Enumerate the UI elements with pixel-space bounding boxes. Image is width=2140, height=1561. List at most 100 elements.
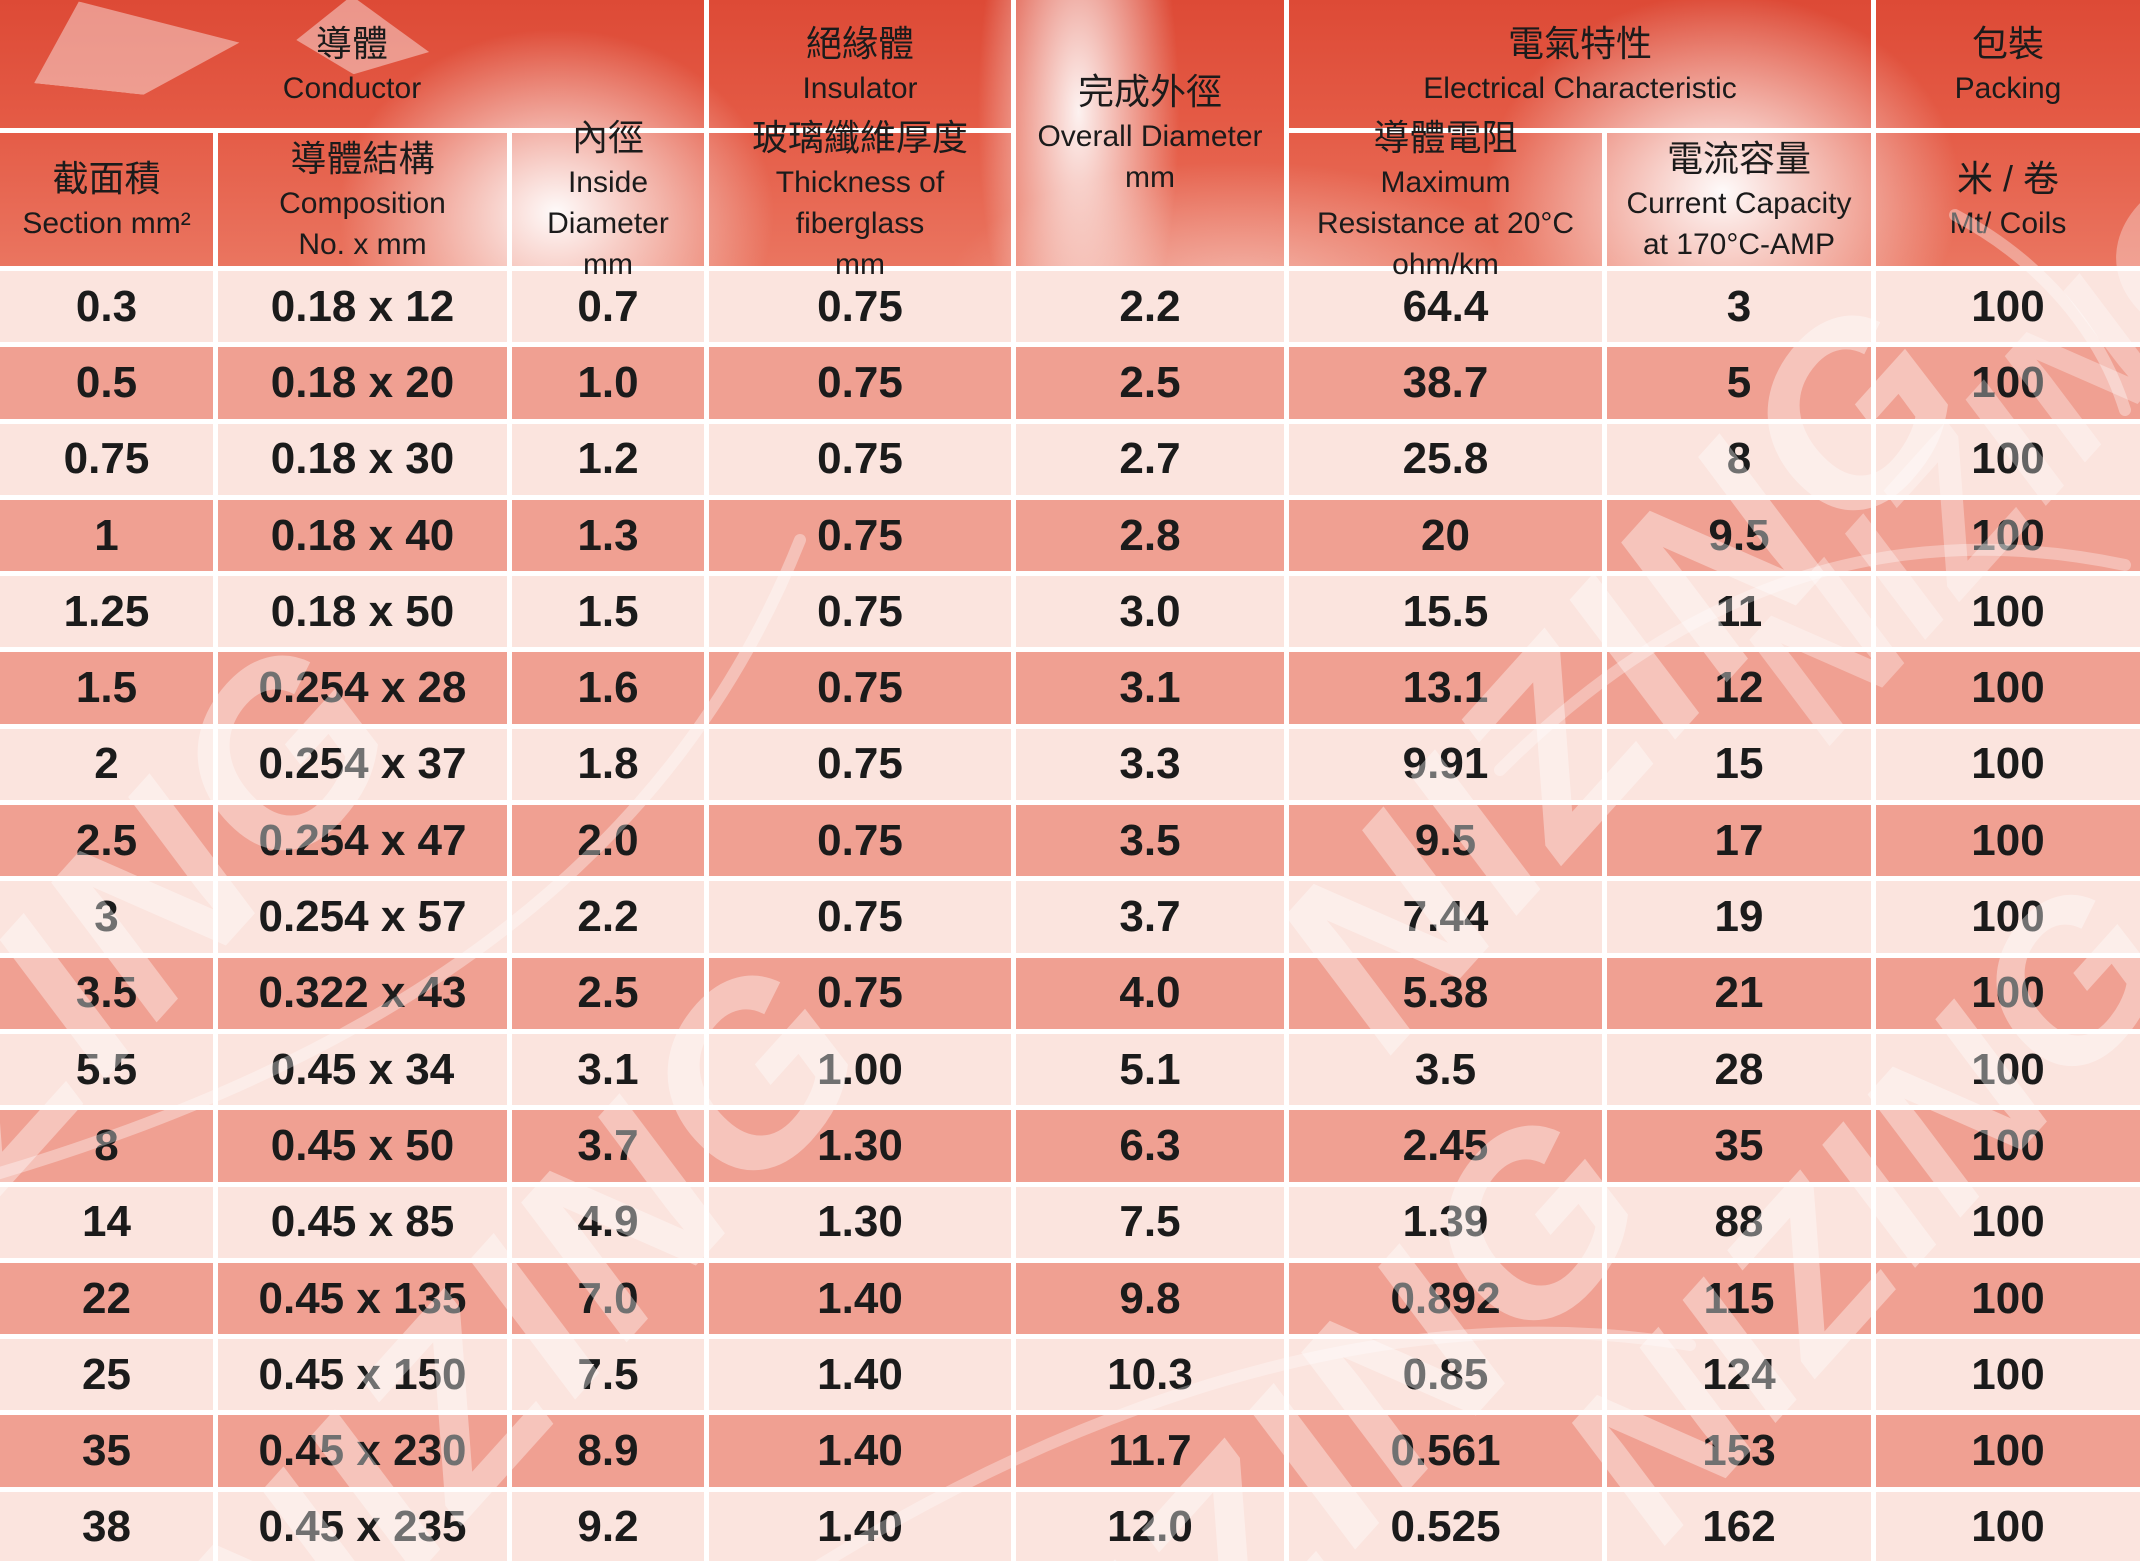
header-col-section: 截面積 Section mm² <box>0 133 218 266</box>
table-cell: 35 <box>1607 1110 1876 1182</box>
table-cell: 1.40 <box>709 1415 1016 1487</box>
table-cell: 100 <box>1876 881 2140 953</box>
table-cell: 0.45 x 34 <box>218 1033 512 1106</box>
table-header: 導體 Conductor 絕緣體 Insulator 完成外徑 Overall … <box>0 0 2140 281</box>
table-cell: 100 <box>1876 805 2140 877</box>
table-cell: 2.2 <box>1016 271 1289 343</box>
table-cell: 5.1 <box>1016 1033 1289 1106</box>
header-group-packing-en: Packing <box>1954 71 2062 105</box>
table-cell: 12 <box>1607 652 1876 724</box>
table-cell: 4.9 <box>512 1186 709 1258</box>
header-group-insulator-zh: 絕緣體 <box>805 22 914 64</box>
table-cell: 0.18 x 12 <box>218 271 512 343</box>
header-col-inside-diameter-unit: mm <box>583 248 633 281</box>
table-cell: 2.45 <box>1289 1110 1607 1182</box>
table-cell: 25 <box>0 1339 218 1411</box>
table-cell: 100 <box>1876 1491 2140 1561</box>
header-col-section-zh: 截面積 <box>52 158 161 199</box>
header-group-packing: 包裝 Packing <box>1876 0 2140 133</box>
table-cell: 0.561 <box>1289 1415 1607 1487</box>
table-cell: 3.7 <box>512 1110 709 1182</box>
table-cell: 8.9 <box>512 1415 709 1487</box>
table-cell: 0.75 <box>709 957 1016 1029</box>
table-cell: 1.40 <box>709 1262 1016 1335</box>
table-cell: 8 <box>0 1110 218 1182</box>
table-cell: 9.5 <box>1289 805 1607 877</box>
table-cell: 13.1 <box>1289 652 1607 724</box>
header-group-insulator: 絕緣體 Insulator <box>709 0 1016 133</box>
table-cell: 0.85 <box>1289 1339 1607 1411</box>
table-cell: 7.5 <box>512 1339 709 1411</box>
table-cell: 0.45 x 230 <box>218 1415 512 1487</box>
table-cell: 14 <box>0 1186 218 1258</box>
table-cell: 0.18 x 20 <box>218 347 512 419</box>
header-col-resistance-unit: ohm/km <box>1392 248 1499 281</box>
table-cell: 5.38 <box>1289 957 1607 1029</box>
table-cell: 11 <box>1607 576 1876 648</box>
table-cell: 2.2 <box>512 881 709 953</box>
table-cell: 15.5 <box>1289 576 1607 648</box>
table-cell: 1.25 <box>0 576 218 648</box>
header-col-composition-unit: No. x mm <box>298 227 427 261</box>
header-group-electrical-en: Electrical Characteristic <box>1423 71 1737 105</box>
header-group-insulator-en: Insulator <box>802 71 918 105</box>
table-cell: 1.5 <box>0 652 218 724</box>
header-col-thickness-en2: fiberglass <box>795 207 925 240</box>
header-col-coils-en: Mt/ Coils <box>1949 207 2067 240</box>
table-cell: 7.44 <box>1289 881 1607 953</box>
table-cell: 153 <box>1607 1415 1876 1487</box>
table-cell: 9.91 <box>1289 728 1607 801</box>
table-cell: 1.40 <box>709 1339 1016 1411</box>
table-cell: 0.45 x 135 <box>218 1262 512 1335</box>
header-col-thickness-zh: 玻璃纖維厚度 <box>751 117 968 158</box>
table-cell: 100 <box>1876 1339 2140 1411</box>
header-col-resistance: 導體電阻 Maximum Resistance at 20°C ohm/km <box>1289 117 1607 281</box>
table-cell: 3 <box>0 881 218 953</box>
table-cell: 1.39 <box>1289 1186 1607 1258</box>
header-col-thickness-en1: Thickness of <box>775 166 945 199</box>
table-cell: 17 <box>1607 805 1876 877</box>
header-group-electrical: 電氣特性 Electrical Characteristic <box>1289 0 1876 133</box>
header-col-coils: 米 / 卷 Mt/ Coils <box>1876 133 2140 266</box>
table-cell: 9.2 <box>512 1491 709 1561</box>
table-cell: 0.892 <box>1289 1262 1607 1335</box>
table-body: 0.3 0.18 x 12 0.7 0.75 2.2 64.4 3 100 0.5 0.18 x … <box>0 266 2140 1561</box>
table-cell: 3.0 <box>1016 576 1289 648</box>
table-cell: 8 <box>1607 423 1876 495</box>
table-cell: 19 <box>1607 881 1876 953</box>
table-cell: 0.75 <box>709 347 1016 419</box>
table-cell: 2.5 <box>1016 347 1289 419</box>
table-cell: 0.18 x 40 <box>218 499 512 572</box>
table-cell: 0.75 <box>709 881 1016 953</box>
table-cell: 0.75 <box>0 423 218 495</box>
table-cell: 64.4 <box>1289 271 1607 343</box>
table-cell: 100 <box>1876 1110 2140 1182</box>
table-cell: 0.525 <box>1289 1491 1607 1561</box>
table-cell: 38.7 <box>1289 347 1607 419</box>
header-group-electrical-zh: 電氣特性 <box>1507 22 1652 64</box>
table-cell: 7.5 <box>1016 1186 1289 1258</box>
header-col-composition-en: Composition <box>279 186 446 220</box>
header-group-conductor: 導體 Conductor <box>0 0 709 133</box>
header-col-inside-diameter-zh: 內徑 <box>571 117 644 158</box>
table-cell: 100 <box>1876 1186 2140 1258</box>
header-col-overall-diameter: 完成外徑 Overall Diameter mm <box>1016 0 1289 266</box>
table-cell: 22 <box>0 1262 218 1335</box>
header-col-overall-diameter-zh: 完成外徑 <box>1077 71 1222 112</box>
table-cell: 0.45 x 235 <box>218 1491 512 1561</box>
table-cell: 3 <box>1607 271 1876 343</box>
header-group-conductor-zh: 導體 <box>315 22 388 64</box>
header-col-section-en: Section mm² <box>22 207 191 240</box>
table-cell: 124 <box>1607 1339 1876 1411</box>
table-cell: 0.75 <box>709 499 1016 572</box>
table-cell: 12.0 <box>1016 1491 1289 1561</box>
table-cell: 1.3 <box>512 499 709 572</box>
header-col-overall-diameter-en: Overall Diameter <box>1037 120 1263 153</box>
table-cell: 162 <box>1607 1491 1876 1561</box>
table-cell: 0.75 <box>709 423 1016 495</box>
table-cell: 5 <box>1607 347 1876 419</box>
table-cell: 3.7 <box>1016 881 1289 953</box>
table-cell: 0.322 x 43 <box>218 957 512 1029</box>
table-cell: 0.254 x 57 <box>218 881 512 953</box>
